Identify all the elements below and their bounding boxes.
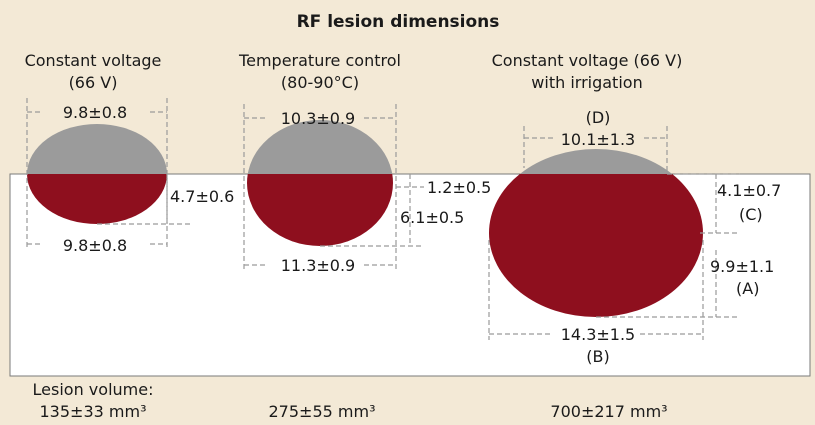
surface-offset-tag: (C) [739,205,763,224]
lesion-below-surface [247,174,393,246]
bottom-width-label: 9.8±0.8 [63,236,127,255]
lesion-irrigated: Constant voltage (66 V) with irrigation … [488,51,781,366]
depth-label: 6.1±0.5 [400,208,464,227]
depth-tag: (A) [736,279,759,298]
bottom-width-label: 14.3±1.5 [561,325,635,344]
lesion-constant-voltage: Constant voltage (66 V) 9.8±0.8 9.8±0.8 … [25,51,235,255]
bottom-width-label: 11.3±0.9 [281,256,355,275]
lesion-above-surface [519,149,673,174]
lesion-temperature-control: Temperature control (80-90°C) 10.3±0.9 1… [238,51,491,275]
heading-line-2: with irrigation [531,73,642,92]
heading-line-2: (80-90°C) [281,73,359,92]
depth-label: 9.9±1.1 [710,257,774,276]
lesion-below-surface [489,174,703,317]
lesion-above-surface [247,120,393,174]
top-tag-label: (D) [586,108,611,127]
lesion-below-surface [27,174,167,224]
volume-irrigated: 700±217 mm³ [550,402,667,421]
top-width-label: 10.3±0.9 [281,109,355,128]
dimension-lines [26,98,190,250]
bottom-width-tag: (B) [586,347,609,366]
lesion-volumes: Lesion volume: 135±33 mm³ 275±55 mm³ 700… [33,380,668,421]
heading-line-2: (66 V) [69,73,118,92]
top-width-label: 10.1±1.3 [561,130,635,149]
diagram-title: RF lesion dimensions [297,12,500,32]
heading-line-1: Constant voltage [25,51,162,70]
lesion-above-surface [27,124,167,174]
dimension-lines [488,126,740,340]
surface-offset-label: 1.2±0.5 [427,178,491,197]
heading-line-1: Temperature control [238,51,401,70]
top-width-label: 9.8±0.8 [63,103,127,122]
volume-constant-voltage: 135±33 mm³ [40,402,147,421]
surface-offset-label: 4.1±0.7 [717,181,781,200]
volume-caption: Lesion volume: [33,380,154,399]
volume-temperature-control: 275±55 mm³ [269,402,376,421]
dimension-lines [243,104,424,270]
heading-line-1: Constant voltage (66 V) [492,51,683,70]
depth-label: 4.7±0.6 [170,187,234,206]
